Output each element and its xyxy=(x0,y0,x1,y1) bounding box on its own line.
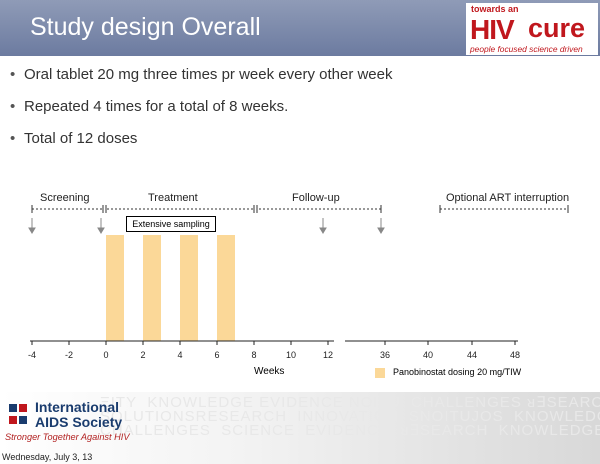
phase-optional: Optional ART interruption xyxy=(446,192,570,204)
bullet-item: Repeated 4 times for a total of 8 weeks. xyxy=(10,98,393,130)
tick-label: 44 xyxy=(466,350,477,360)
phase-screening: Screening xyxy=(40,192,90,204)
ias-name-line2: AIDS Society xyxy=(35,414,123,430)
tick-label: 0 xyxy=(103,350,109,360)
footer-banner xyxy=(0,392,600,464)
tick-label: 12 xyxy=(322,350,333,360)
ias-emblem-icon xyxy=(7,400,31,430)
dosing-bar xyxy=(143,235,161,341)
logo-cure: cure xyxy=(528,13,586,43)
logo-line1: towards an xyxy=(471,4,519,14)
tick-label: 10 xyxy=(285,350,296,360)
phase-followup: Follow-up xyxy=(292,192,340,204)
dosing-bar xyxy=(106,235,124,341)
study-timeline: Screening Treatment Follow-up Optional A… xyxy=(0,180,600,390)
ias-logo: International AIDS Society Stronger Toge… xyxy=(5,398,135,448)
tick-label: -4 xyxy=(27,350,36,360)
bullet-list: Oral tablet 20 mg three times pr week ev… xyxy=(10,66,393,162)
timeline-graphic xyxy=(28,205,569,345)
legend: Panobinostat dosing 20 mg/TIW xyxy=(375,367,521,378)
dosing-bar xyxy=(217,235,235,341)
dosing-bar xyxy=(180,235,198,341)
ias-slogan: Stronger Together Against HIV xyxy=(5,432,130,442)
legend-label: Panobinostat dosing 20 mg/TIW xyxy=(393,367,522,377)
bullet-item: Total of 12 doses xyxy=(10,130,393,162)
legend-swatch xyxy=(375,367,385,378)
tick-label: 48 xyxy=(509,350,520,360)
tick-label: 36 xyxy=(379,350,390,360)
hiv-cure-logo: towards an HIV cure people focused scien… xyxy=(466,3,598,55)
x-axis-title: Weeks xyxy=(254,366,285,377)
ias-name-line1: International xyxy=(35,399,120,415)
slide-title: Study design Overall xyxy=(30,13,261,41)
slide-date: Wednesday, July 3, 13 xyxy=(2,452,93,462)
tick-label: 2 xyxy=(140,350,146,360)
tick-label: 6 xyxy=(214,350,220,360)
extensive-sampling-label: Extensive sampling xyxy=(126,216,216,232)
logo-hiv: HIV xyxy=(470,14,515,45)
phase-treatment: Treatment xyxy=(148,192,198,204)
tick-label: 40 xyxy=(422,350,433,360)
tick-label: 4 xyxy=(177,350,183,360)
slide-header: Study design Overall towards an HIV cure… xyxy=(0,0,600,56)
dosing-bars xyxy=(106,235,235,341)
ias-name: International AIDS Society xyxy=(35,400,122,430)
tick-label: -2 xyxy=(64,350,73,360)
footer-watermark-text: ΞΙΤΥ KNOWLEDGE EVIDENCE NOITU CHALLENGES… xyxy=(100,396,600,439)
tick-label: 8 xyxy=(251,350,257,360)
logo-tagline: people focused science driven xyxy=(470,44,583,54)
bullet-item: Oral tablet 20 mg three times pr week ev… xyxy=(10,66,393,98)
